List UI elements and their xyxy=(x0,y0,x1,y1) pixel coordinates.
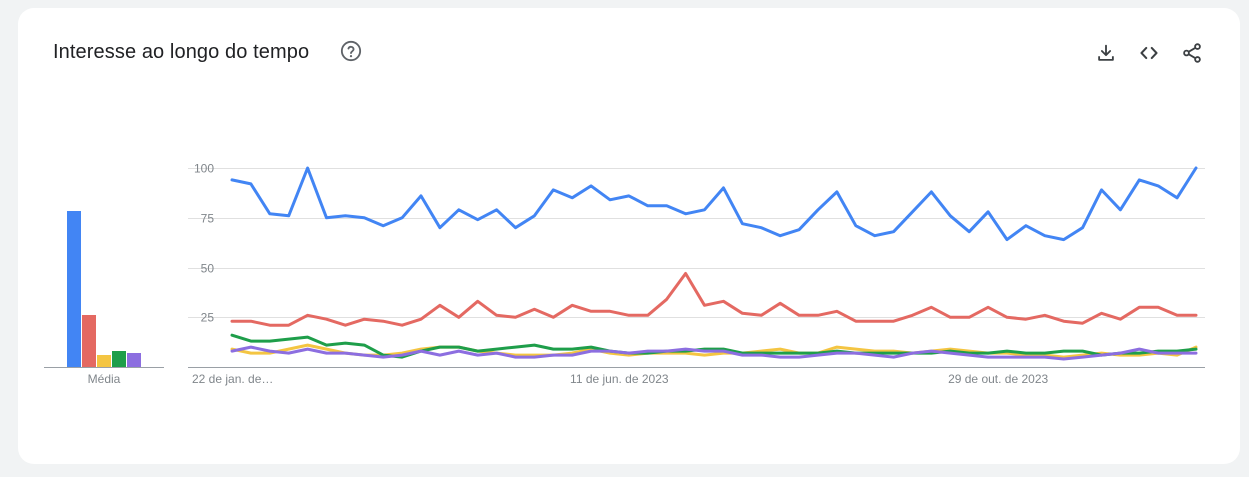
y-tick-label: 75 xyxy=(201,212,215,226)
download-icon[interactable] xyxy=(1095,42,1117,64)
series-line xyxy=(230,272,1198,327)
average-label: Média xyxy=(88,372,121,386)
y-tick-label: 100 xyxy=(194,162,214,176)
average-bar xyxy=(127,353,141,367)
y-tick-label: 50 xyxy=(201,262,215,276)
series-line xyxy=(230,166,1198,242)
y-tick-label: 25 xyxy=(201,311,215,325)
average-bar xyxy=(97,355,111,367)
embed-icon[interactable] xyxy=(1138,42,1160,64)
share-icon[interactable] xyxy=(1181,42,1203,64)
chart-card: Interesse ao longo do tempo xyxy=(18,8,1240,464)
average-bar xyxy=(112,351,126,367)
x-tick-label: 11 de jun. de 2023 xyxy=(570,372,669,386)
help-icon[interactable] xyxy=(340,40,362,62)
series-line xyxy=(230,343,1198,359)
average-bar xyxy=(67,211,81,367)
x-tick-label: 22 de jan. de… xyxy=(192,372,273,386)
page-title: Interesse ao longo do tempo xyxy=(53,41,310,63)
average-bar xyxy=(82,315,96,367)
x-tick-label: 29 de out. de 2023 xyxy=(948,372,1048,386)
series-line xyxy=(230,345,1198,361)
